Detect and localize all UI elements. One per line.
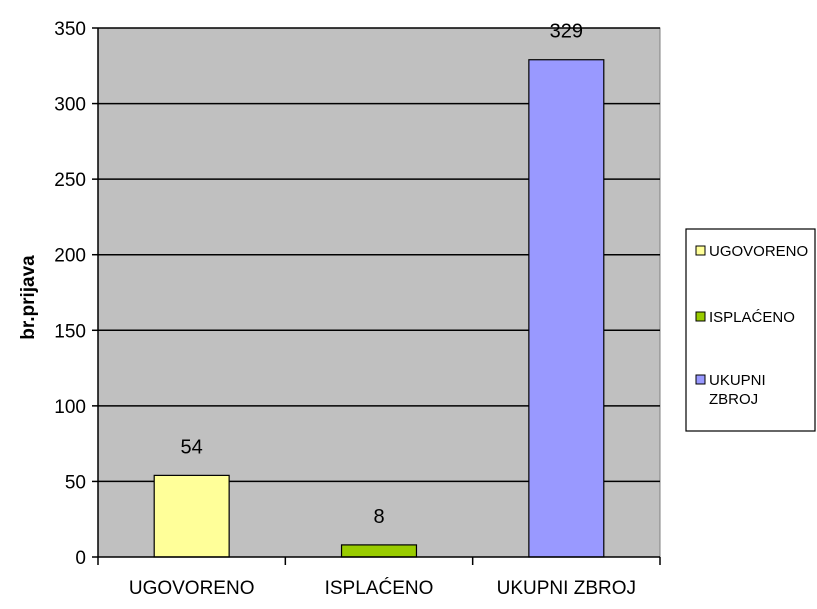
legend-swatch	[695, 374, 706, 385]
y-tick-label: 0	[75, 548, 86, 569]
bar-1	[153, 474, 230, 558]
x-tick-label: ISPLAĆENO	[325, 577, 434, 599]
legend-swatch	[695, 311, 706, 322]
legend-entry-2: ISPLAĆENO	[695, 309, 795, 326]
data-labels: 54 8 329	[181, 21, 583, 528]
legend-entry-3: UKUPNI ZBROJ	[695, 372, 766, 408]
y-tick-label: 50	[65, 472, 86, 493]
data-label-2: 8	[373, 506, 384, 528]
y-tick-label: 300	[54, 95, 86, 116]
y-tick-label: 250	[54, 170, 86, 191]
legend-label: ISPLAĆENO	[709, 309, 795, 326]
bar-3	[528, 59, 605, 558]
bar-2	[340, 544, 418, 558]
x-tick-label: UGOVORENO	[129, 578, 255, 599]
y-tick-label: 100	[54, 397, 86, 418]
y-tick-label: 200	[54, 246, 86, 267]
legend-label: UGOVORENO	[709, 243, 808, 260]
data-label-1: 54	[181, 436, 203, 458]
y-tick-label: 350	[54, 19, 86, 40]
data-label-3: 329	[550, 21, 583, 43]
legend-entry-1: UGOVORENO	[695, 243, 808, 260]
y-tick-labels: 0 50 100 150 200 250 300 350	[54, 19, 86, 569]
y-axis-label: br.prijava	[18, 255, 39, 340]
axes	[92, 27, 661, 565]
x-tick-labels: UGOVORENO ISPLAĆENO UKUPNI ZBROJ	[129, 577, 636, 599]
legend-label: UKUPNI	[709, 372, 766, 389]
legend-label: ZBROJ	[709, 391, 758, 408]
legend: UGOVORENO ISPLAĆENO UKUPNI ZBROJ	[685, 228, 816, 432]
legend-box	[685, 228, 816, 432]
legend-swatch	[695, 245, 706, 256]
y-tick-label: 150	[54, 321, 86, 342]
x-tick-label: UKUPNI ZBROJ	[497, 578, 636, 599]
